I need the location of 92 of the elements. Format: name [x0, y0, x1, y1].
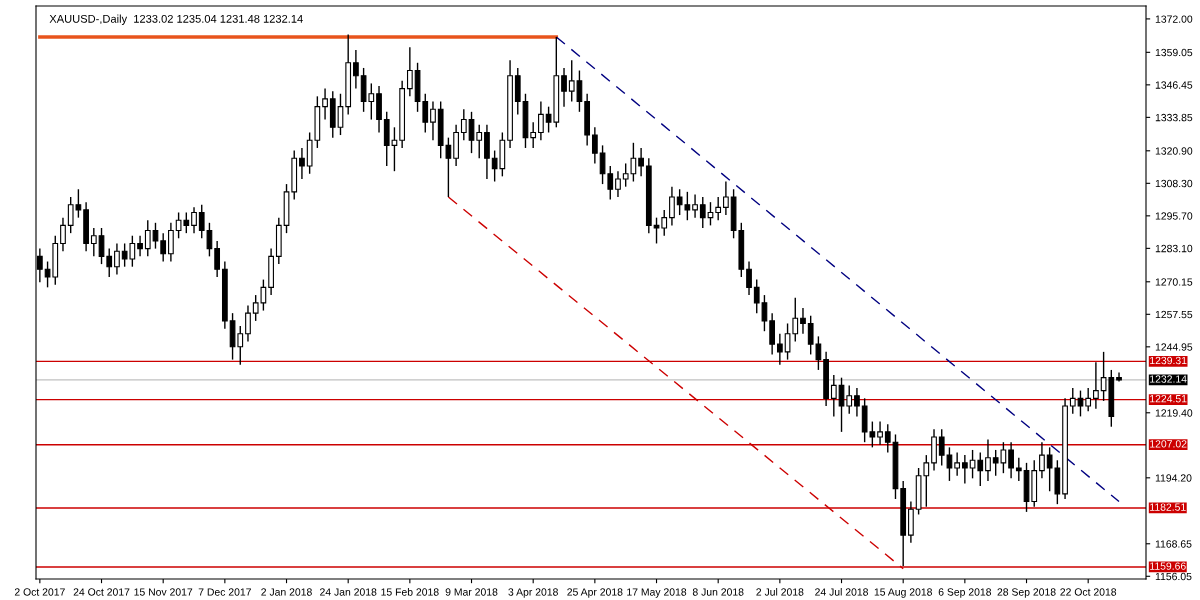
x-tick-label: 28 Sep 2018	[997, 588, 1056, 598]
candlestick	[152, 222, 159, 250]
candlestick	[638, 147, 644, 178]
candlestick	[561, 67, 567, 108]
y-tick-label: 1219.40	[1155, 409, 1193, 417]
candlestick	[1093, 361, 1099, 410]
candlestick	[692, 193, 698, 219]
candlestick	[114, 242, 120, 276]
candlestick	[669, 185, 675, 227]
candlestick	[776, 333, 783, 366]
candlestick	[60, 216, 66, 252]
candlestick	[299, 147, 305, 180]
candlestick	[168, 222, 174, 263]
candlestick	[1039, 441, 1045, 480]
ref-line-label: 1232.14	[1150, 375, 1187, 383]
candlestick	[661, 209, 668, 237]
candlestick	[846, 384, 853, 415]
candlestick	[615, 170, 621, 198]
candlestick	[715, 196, 722, 221]
x-tick-label: 3 Apr 2018	[508, 588, 558, 598]
candlestick	[538, 100, 544, 141]
y-tick-label: 1194.20	[1155, 474, 1192, 482]
candlestick	[353, 49, 359, 90]
x-tick-label: 2 Jul 2018	[756, 588, 804, 596]
x-tick-label: 6 Sep 2018	[938, 588, 992, 598]
candlestick	[530, 121, 537, 149]
ref-line-label: 1224.51	[1150, 395, 1187, 403]
candlestick	[884, 423, 891, 454]
x-tick-label: 24 Jul 2018	[815, 588, 868, 596]
candlestick	[322, 87, 328, 121]
candlestick	[746, 260, 752, 296]
x-tick-label: 17 May 2018	[627, 588, 687, 598]
candlestick	[137, 235, 143, 258]
candlestick	[699, 196, 706, 229]
y-tick-label: 1168.65	[1155, 540, 1192, 548]
candlestick	[214, 240, 221, 278]
x-tick-label: 8 Jun 2018	[692, 588, 744, 596]
y-tick-label: 1270.15	[1155, 278, 1193, 286]
candlestick	[723, 180, 729, 216]
candlestick	[1015, 456, 1022, 482]
x-tick-label: 15 Feb 2018	[381, 588, 439, 596]
candlestick	[877, 420, 883, 446]
x-tick-label: 15 Nov 2017	[134, 588, 193, 596]
candlestick	[430, 100, 436, 141]
candlestick	[1069, 387, 1076, 415]
candlestick	[653, 216, 660, 245]
x-tick-label: 25 Apr 2018	[567, 588, 623, 598]
candlestick	[144, 219, 151, 258]
candlestick	[769, 312, 776, 356]
candlestick	[954, 451, 961, 477]
candlestick	[191, 206, 197, 234]
y-tick-label: 1257.55	[1155, 310, 1193, 319]
x-tick-label: 9 Mar 2018	[445, 588, 498, 596]
chart-title: XAUUSD-,Daily 1233.02 1235.04 1231.48 1232.14	[49, 14, 303, 25]
x-tick-label: 22 Oct 2018	[1060, 588, 1117, 596]
y-tick-label: 1359.05	[1155, 48, 1193, 57]
candlestick	[460, 108, 467, 141]
ref-line-label: 1159.66	[1150, 562, 1186, 570]
ref-line-label: 1207.02	[1150, 440, 1187, 448]
x-tick-label: 15 Aug 2018	[874, 588, 932, 598]
y-tick-label: 1346.45	[1155, 81, 1193, 89]
y-tick-label: 1372.00	[1155, 15, 1193, 23]
candlestick	[476, 124, 483, 159]
candlestick	[106, 247, 113, 278]
y-tick-label: 1320.90	[1155, 147, 1193, 155]
candlestick	[1077, 389, 1084, 418]
ref-line-label: 1182.51	[1150, 503, 1186, 511]
candlestick	[1085, 387, 1092, 412]
y-tick-label: 1156.05	[1155, 572, 1192, 581]
candlestick	[854, 387, 860, 418]
ref-line-label: 1239.31	[1150, 356, 1187, 365]
candlestick	[961, 454, 968, 485]
candlestick	[830, 374, 837, 418]
x-tick-label: 2 Oct 2017	[14, 588, 65, 596]
candlestick	[1116, 371, 1122, 383]
candlestick	[90, 227, 97, 258]
candlestick	[160, 232, 167, 263]
y-tick-label: 1295.70	[1155, 212, 1193, 220]
candlestick	[800, 307, 806, 335]
y-tick-label: 1244.95	[1155, 343, 1193, 351]
candlestick	[985, 438, 991, 482]
candlestick	[1008, 441, 1014, 480]
x-tick-label: 24 Oct 2017	[73, 588, 130, 596]
candlestick	[406, 46, 413, 98]
y-tick-label: 1283.10	[1155, 244, 1193, 253]
y-tick-label: 1308.30	[1155, 179, 1193, 188]
candlestick	[245, 304, 251, 343]
candlestick	[591, 126, 598, 165]
x-tick-label: 2 Jan 2018	[261, 588, 312, 596]
x-tick-label: 7 Dec 2017	[198, 588, 251, 596]
y-tick-label: 1333.85	[1155, 113, 1193, 122]
x-tick-label: 24 Jan 2018	[320, 588, 377, 596]
